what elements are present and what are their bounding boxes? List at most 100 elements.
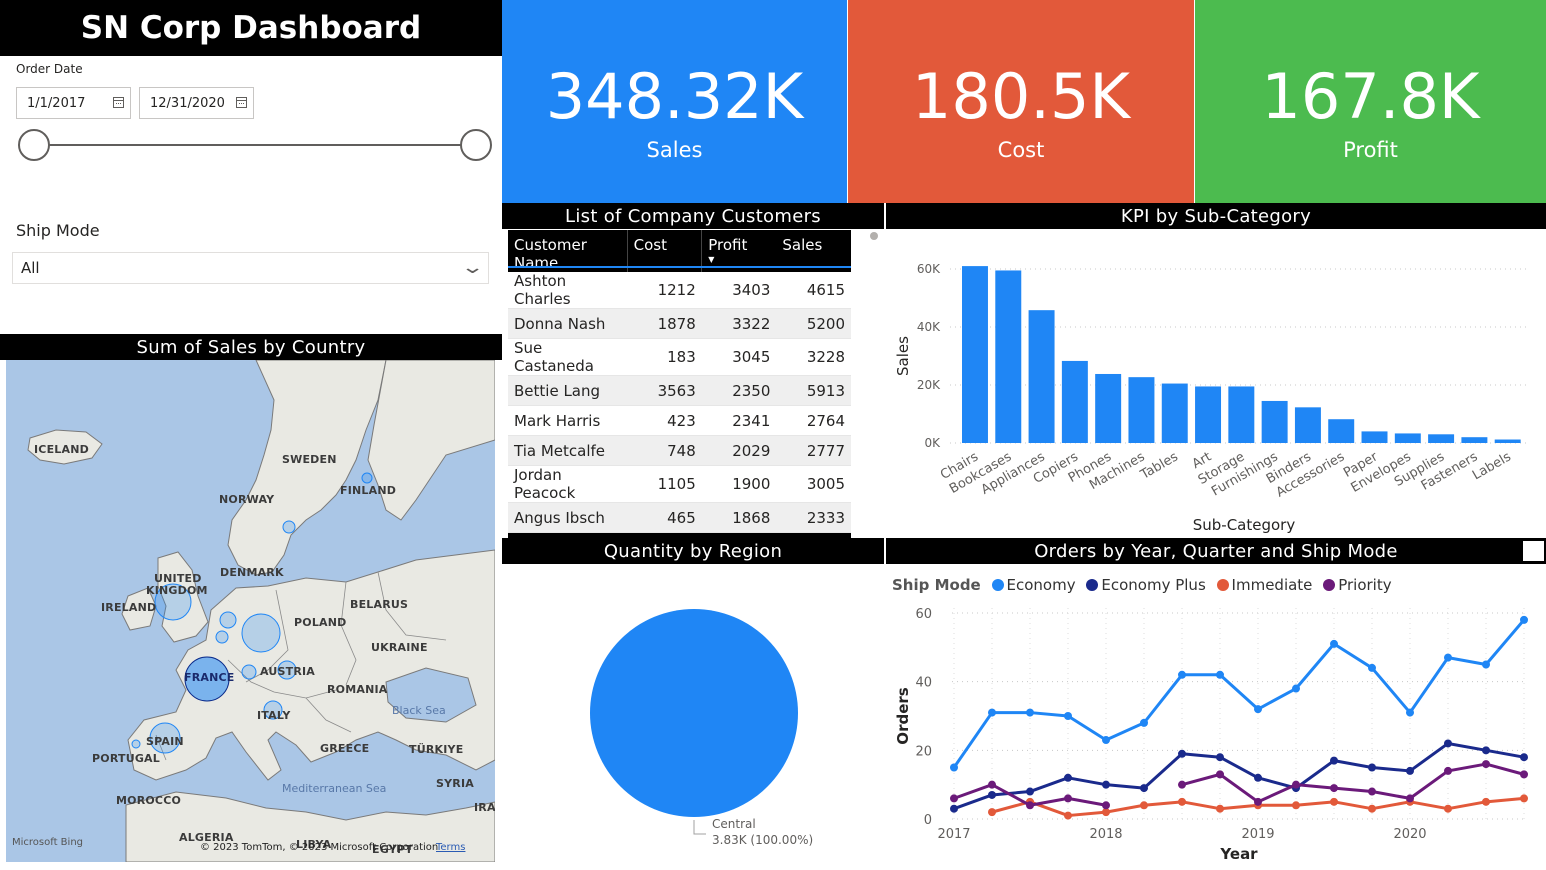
map-bubble-netherlands[interactable] xyxy=(219,611,237,629)
map-bubble-portugal[interactable] xyxy=(131,739,141,749)
bar[interactable] xyxy=(1128,377,1155,443)
map-bubble-belgium[interactable] xyxy=(215,630,229,644)
line-point[interactable] xyxy=(1216,753,1224,762)
line-point[interactable] xyxy=(988,780,996,789)
map-bubble-switzerland[interactable] xyxy=(241,664,257,680)
date-range-end-handle[interactable] xyxy=(460,129,492,161)
line-point[interactable] xyxy=(1064,773,1072,782)
line-point[interactable] xyxy=(1482,760,1490,769)
table-row[interactable]: Ashton Charles 1212 3403 4615 xyxy=(508,272,851,309)
pie-chart[interactable]: Central 3.83K (100.00%) xyxy=(502,566,884,866)
line-point[interactable] xyxy=(1102,801,1110,810)
legend-item[interactable]: Economy Plus xyxy=(1086,576,1206,594)
sort-descending-icon[interactable]: ▼ xyxy=(708,255,715,264)
line-point[interactable] xyxy=(1368,663,1376,672)
column-header-customer-name[interactable]: Customer Name xyxy=(508,230,628,272)
line-point[interactable] xyxy=(1406,766,1414,775)
bar[interactable] xyxy=(1061,360,1088,443)
bar[interactable] xyxy=(1394,433,1421,443)
customers-table[interactable]: Customer Name Cost Profit ▼ Sales Ashton… xyxy=(508,230,851,563)
line-point[interactable] xyxy=(1368,787,1376,796)
map-bubble-germany[interactable] xyxy=(241,613,281,653)
bar-chart[interactable]: 0K20K40K60KChairsBookcasesAppliancesCopi… xyxy=(886,232,1546,538)
bar[interactable] xyxy=(1195,386,1222,443)
order-date-end-input[interactable]: 12/31/2020 xyxy=(139,87,254,119)
line-point[interactable] xyxy=(1102,808,1110,817)
line-point[interactable] xyxy=(950,804,958,813)
line-point[interactable] xyxy=(1254,705,1262,714)
column-header-profit[interactable]: Profit ▼ xyxy=(701,230,777,272)
line-point[interactable] xyxy=(1482,660,1490,669)
bar[interactable] xyxy=(1461,437,1488,443)
line-point[interactable] xyxy=(1254,773,1262,782)
line-point[interactable] xyxy=(1330,797,1338,806)
line-point[interactable] xyxy=(1216,804,1224,813)
line-point[interactable] xyxy=(1216,670,1224,679)
line-point[interactable] xyxy=(1406,794,1414,803)
line-point[interactable] xyxy=(1254,797,1262,806)
line-point[interactable] xyxy=(1102,780,1110,789)
line-point[interactable] xyxy=(1178,749,1186,758)
bar[interactable] xyxy=(1328,419,1355,443)
table-scrollbar[interactable] xyxy=(870,232,878,240)
table-row[interactable]: Bettie Lang 3563 2350 5913 xyxy=(508,375,851,406)
line-point[interactable] xyxy=(988,790,996,799)
line-point[interactable] xyxy=(950,763,958,772)
bar[interactable] xyxy=(1028,310,1055,443)
line-point[interactable] xyxy=(1330,756,1338,765)
line-point[interactable] xyxy=(1216,770,1224,779)
calendar-icon[interactable] xyxy=(236,97,247,108)
bar[interactable] xyxy=(1361,431,1388,443)
line-point[interactable] xyxy=(1520,753,1528,762)
map-bubble-austria[interactable] xyxy=(277,660,297,680)
line-point[interactable] xyxy=(1064,712,1072,720)
line-point[interactable] xyxy=(1482,746,1490,755)
line-point[interactable] xyxy=(1102,736,1110,745)
line-point[interactable] xyxy=(1330,639,1338,648)
map-bubble-finland[interactable] xyxy=(361,472,373,484)
focus-mode-icon[interactable] xyxy=(1523,541,1544,561)
calendar-icon[interactable] xyxy=(113,97,124,108)
line-point[interactable] xyxy=(1140,801,1148,810)
legend-item[interactable]: Immediate xyxy=(1216,576,1312,594)
line-point[interactable] xyxy=(988,808,996,817)
chevron-down-icon[interactable]: ⌄ xyxy=(460,257,485,278)
line-point[interactable] xyxy=(1444,804,1452,813)
line-point[interactable] xyxy=(1444,739,1452,748)
line-point[interactable] xyxy=(1520,615,1528,624)
line-point[interactable] xyxy=(1444,766,1452,775)
line-point[interactable] xyxy=(1026,708,1034,717)
table-row[interactable]: Tia Metcalfe 748 2029 2777 xyxy=(508,435,851,466)
map-bubble-united-kingdom[interactable] xyxy=(154,583,192,621)
column-header-cost[interactable]: Cost xyxy=(626,230,702,272)
line-point[interactable] xyxy=(1482,797,1490,806)
bar[interactable] xyxy=(1161,383,1188,443)
line-point[interactable] xyxy=(1292,801,1300,810)
line-point[interactable] xyxy=(1520,770,1528,779)
bar[interactable] xyxy=(1261,400,1288,443)
line-point[interactable] xyxy=(1026,801,1034,810)
line-point[interactable] xyxy=(1140,718,1148,727)
table-row[interactable]: Sue Castaneda 183 3045 3228 xyxy=(508,338,851,376)
bar[interactable] xyxy=(1428,434,1455,443)
table-row[interactable]: Angus Ibsch 465 1868 2333 xyxy=(508,502,851,533)
legend-item[interactable]: Economy xyxy=(991,576,1076,594)
line-point[interactable] xyxy=(1520,794,1528,803)
map-bubble-spain[interactable] xyxy=(149,722,181,754)
line-point[interactable] xyxy=(1178,670,1186,679)
line-point[interactable] xyxy=(1026,787,1034,796)
sales-map[interactable]: ICELAND SWEDEN FINLAND NORWAY DENMARK UN… xyxy=(6,360,495,862)
order-date-start-input[interactable]: 1/1/2017 xyxy=(16,87,131,119)
legend-item[interactable]: Priority xyxy=(1323,576,1392,594)
line-point[interactable] xyxy=(1064,794,1072,803)
line-point[interactable] xyxy=(1178,780,1186,789)
column-header-sales[interactable]: Sales xyxy=(776,230,851,272)
line-point[interactable] xyxy=(1292,684,1300,693)
table-row[interactable]: Donna Nash 1878 3322 5200 xyxy=(508,308,851,339)
line-point[interactable] xyxy=(1178,797,1186,806)
pie-slice[interactable] xyxy=(590,609,798,817)
map-bubble-italy[interactable] xyxy=(263,700,283,720)
line-point[interactable] xyxy=(1368,763,1376,772)
bar[interactable] xyxy=(1228,386,1255,443)
line-point[interactable] xyxy=(950,794,958,803)
